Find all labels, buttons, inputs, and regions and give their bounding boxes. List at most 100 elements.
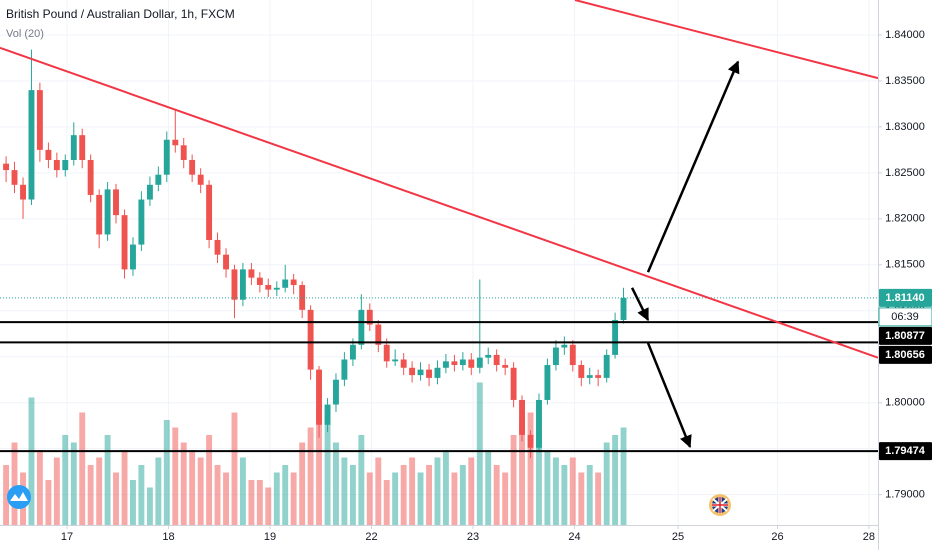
y-tick-label: 1.84000 [885,29,925,41]
drawing-layer [0,0,879,449]
candle-body [189,159,196,175]
x-tick-label: 18 [162,531,174,543]
volume-bar [45,480,52,525]
volume-bar [316,405,322,525]
volume-bar [426,465,433,525]
candle-body [493,354,500,366]
candle-layer [3,49,627,458]
candle-body [434,367,441,378]
candle-body [231,269,238,300]
volume-bar [113,472,119,525]
candle-body [358,309,365,345]
arrow [646,342,692,449]
candle-body [578,365,585,378]
candle-body [552,347,559,366]
volume-bar [392,472,399,525]
volume-bar [493,465,500,525]
candle-body [603,354,610,378]
candle-body [502,365,509,368]
y-tick-label: 1.82000 [885,213,925,225]
volume-bar [451,472,458,525]
candle-body [316,369,322,425]
candle-body [273,287,280,290]
volume-bar [417,472,424,525]
volume-bar [3,465,10,525]
volume-bar [265,487,272,525]
candle-body [299,285,306,310]
volume-bar [485,450,492,525]
volume-bar [36,450,43,525]
candle-body [79,135,86,160]
volume-bar [87,465,94,525]
volume-bar [290,472,297,525]
volume-bar [189,450,196,525]
candle-body [612,319,619,355]
x-tick-label: 28 [863,531,875,543]
volume-bar [366,472,373,525]
countdown-tag [878,307,932,327]
volume-bar [612,435,619,525]
y-tick-label: 1.81500 [885,259,925,271]
y-tick-label: 1.83000 [885,121,925,133]
volume-bar [569,457,576,525]
volume-bar [578,472,585,525]
candle-body [206,184,213,240]
volume-bar [561,465,568,525]
candle-body [417,369,424,376]
volume-bar [349,465,356,525]
x-tick-label: 17 [61,531,73,543]
level-layer [0,297,878,453]
volume-bar [434,457,441,525]
candle-body [290,279,297,286]
candle-body [28,90,35,200]
volume-bar [536,435,542,525]
volume-bar [383,480,390,525]
candle-body [485,354,492,358]
candle-body [53,159,60,171]
volume-bar [620,427,627,525]
candle-body [349,344,356,360]
price-tag-label: 1.79474 [885,445,926,457]
candle-body [282,279,289,288]
volume-bar [519,420,525,525]
candle-body [544,365,551,400]
volume-bar [223,472,229,525]
volume-bar [53,457,60,525]
price-tag-label: 1.80656 [885,349,925,361]
volume-bar [273,472,280,525]
candle-body [307,309,314,370]
candle-body [426,369,433,378]
candle-body [113,189,119,216]
candle-body [366,309,373,325]
candle-body [620,297,627,320]
candle-body [383,344,390,362]
volume-bar [206,435,213,525]
volume-bar [130,480,136,525]
candle-body [510,367,517,400]
candle-body [333,379,339,405]
volume-bar [307,427,314,525]
volume-bar [603,442,610,525]
volume-layer [3,382,627,525]
y-tick-label: 1.82500 [885,167,925,179]
candle-body [409,367,416,376]
volume-bar [324,420,331,525]
volume-bar [231,412,238,525]
candle-body [70,135,77,160]
candle-body [3,163,10,171]
candle-body [36,90,43,150]
volume-bar [70,442,77,525]
candle-body [248,269,255,278]
candle-body [239,269,246,300]
volume-bar [214,465,221,525]
volume-bar [333,442,339,525]
candle-body [45,149,52,160]
volume-bar [197,457,204,525]
volume-bar [256,480,263,525]
candle-body [341,359,348,380]
candle-body [197,174,204,185]
candle-body [121,215,128,270]
candle-body [586,375,593,378]
candle-body [375,324,382,345]
